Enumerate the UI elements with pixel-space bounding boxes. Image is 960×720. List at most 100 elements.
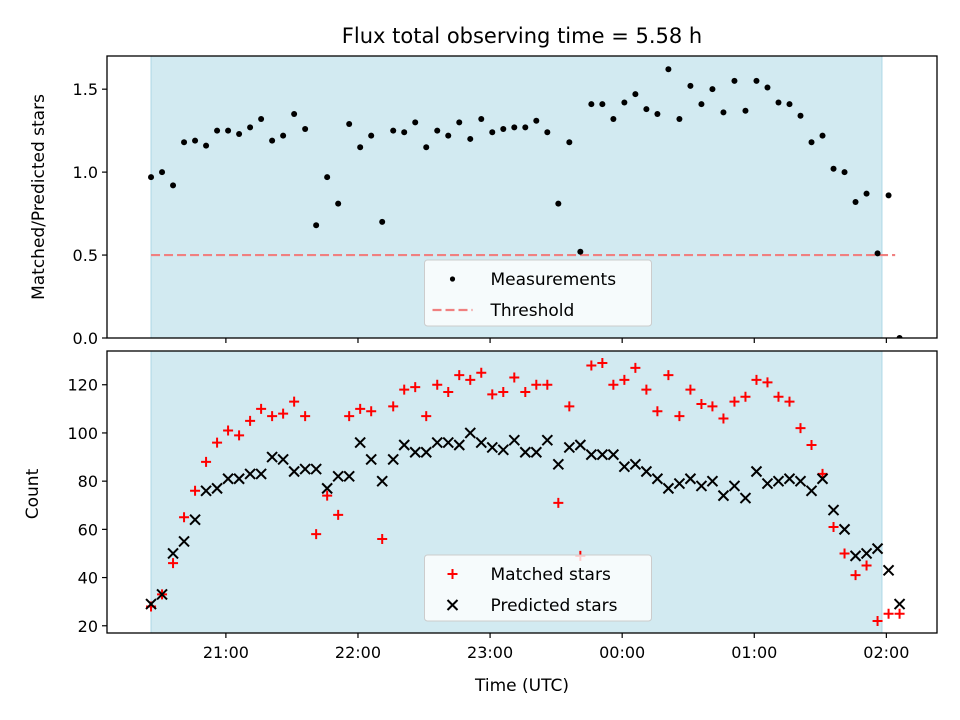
matched-stars-point (355, 403, 366, 414)
measurement-point (742, 107, 749, 114)
measurement-point (357, 144, 364, 151)
matched-stars-point (212, 437, 223, 448)
bottom-y-tick-label: 80 (78, 472, 98, 491)
measurement-point (478, 116, 485, 123)
measurement-point (665, 66, 672, 73)
predicted-stars-point (420, 446, 432, 458)
measurement-point (225, 127, 232, 134)
measurement-point (577, 248, 584, 255)
top-y-tick-label: 1.0 (73, 163, 98, 182)
measurement-point (291, 111, 298, 118)
top-axes-frame (106, 55, 938, 339)
measurement-point (797, 112, 804, 119)
predicted-stars-point (618, 460, 631, 473)
predicted-stars-point (574, 439, 587, 451)
measurement-point (588, 101, 595, 108)
matched-stars-point (454, 370, 465, 381)
measurement-point (643, 106, 650, 113)
measurement-point (335, 200, 342, 207)
bottom-y-tick-label: 120 (67, 376, 98, 395)
matched-stars-point (608, 379, 619, 390)
matched-stars-point (366, 406, 377, 417)
measurement-point (390, 127, 397, 134)
matched-stars-point (465, 374, 476, 385)
top-legend-label: Threshold (490, 301, 575, 321)
measurement-point (269, 137, 276, 144)
predicted-stars-point (849, 550, 862, 562)
measurement-point (533, 117, 540, 124)
measurement-point (654, 111, 661, 118)
bottom-y-tick-label: 60 (78, 520, 98, 539)
matched-stars-point (773, 391, 784, 402)
predicted-stars-point (299, 463, 311, 475)
predicted-stars-point (739, 492, 752, 504)
measurement-point (324, 174, 331, 181)
predicted-stars-point (508, 434, 521, 446)
predicted-stars-point (651, 473, 664, 485)
matched-stars-point (267, 411, 278, 422)
predicted-stars-point (519, 446, 532, 458)
predicted-stars-point (475, 436, 487, 449)
measurement-point (720, 109, 727, 116)
predicted-stars-point (255, 468, 267, 480)
predicted-stars-point (783, 473, 796, 485)
predicted-stars-point (882, 564, 895, 577)
measurement-point (445, 132, 452, 139)
matched-stars-point (806, 440, 817, 450)
bottom-y-tick-label: 20 (78, 617, 98, 636)
bottom-y-tick-label: 100 (67, 424, 98, 443)
measurement-point (247, 124, 254, 131)
predicted-stars-point (354, 436, 366, 449)
matched-stars-point (520, 386, 531, 397)
predicted-stars-point (640, 465, 653, 478)
predicted-stars-point (376, 475, 388, 487)
predicted-stars-point (233, 473, 245, 485)
measurement-point (632, 91, 639, 98)
top-y-tick-label: 0.0 (73, 329, 98, 348)
matched-stars-point (476, 367, 487, 378)
predicted-stars-point (178, 535, 190, 548)
matched-stars-point (641, 384, 652, 395)
top-panel: 0.0 0.5 1.0 1.5 Measurements Threshold (73, 55, 938, 348)
measurement-point (522, 124, 529, 131)
measurement-point (555, 200, 562, 207)
legend-predicted-marker (446, 599, 459, 611)
predicted-stars-point (398, 439, 410, 451)
predicted-stars-point (563, 441, 576, 454)
matched-stars-point (652, 406, 663, 417)
matched-stars-point (718, 413, 729, 424)
predicted-stars-point (189, 514, 201, 526)
predicted-stars-point (838, 523, 851, 536)
measurement-point (764, 84, 771, 91)
predicted-stars-point (871, 542, 884, 555)
matched-stars-point (674, 411, 685, 422)
predicted-stars-point (761, 477, 774, 490)
predicted-stars-point (541, 434, 554, 446)
predicted-stars-point (442, 436, 454, 449)
measurement-point (566, 139, 573, 146)
bottom-legend-label: Predicted stars (491, 596, 618, 616)
predicted-stars-point (288, 465, 300, 478)
matched-stars-point (278, 408, 289, 419)
predicted-stars-point (486, 441, 498, 454)
predicted-stars-point (200, 485, 212, 497)
predicted-stars-point (145, 598, 157, 610)
matched-stars-point (168, 558, 179, 569)
predicted-stars-point (607, 448, 620, 461)
bottom-y-axis-label: Count (23, 468, 43, 519)
predicted-stars-point (530, 446, 543, 458)
measurement-point (676, 116, 683, 123)
legend-measurement-marker (449, 276, 456, 282)
matched-stars-point (179, 512, 190, 523)
bottom-axes-frame (106, 350, 938, 634)
measurement-point (830, 165, 837, 172)
matched-stars-point (839, 548, 850, 559)
matched-stars-point (586, 360, 597, 371)
matched-stars-point (487, 389, 498, 400)
predicted-stars-point (772, 475, 785, 487)
predicted-stars-point (893, 598, 906, 610)
measurement-point (203, 142, 210, 149)
measurement-point (621, 99, 628, 106)
measurement-point (181, 139, 188, 146)
matched-stars-point (388, 401, 399, 412)
